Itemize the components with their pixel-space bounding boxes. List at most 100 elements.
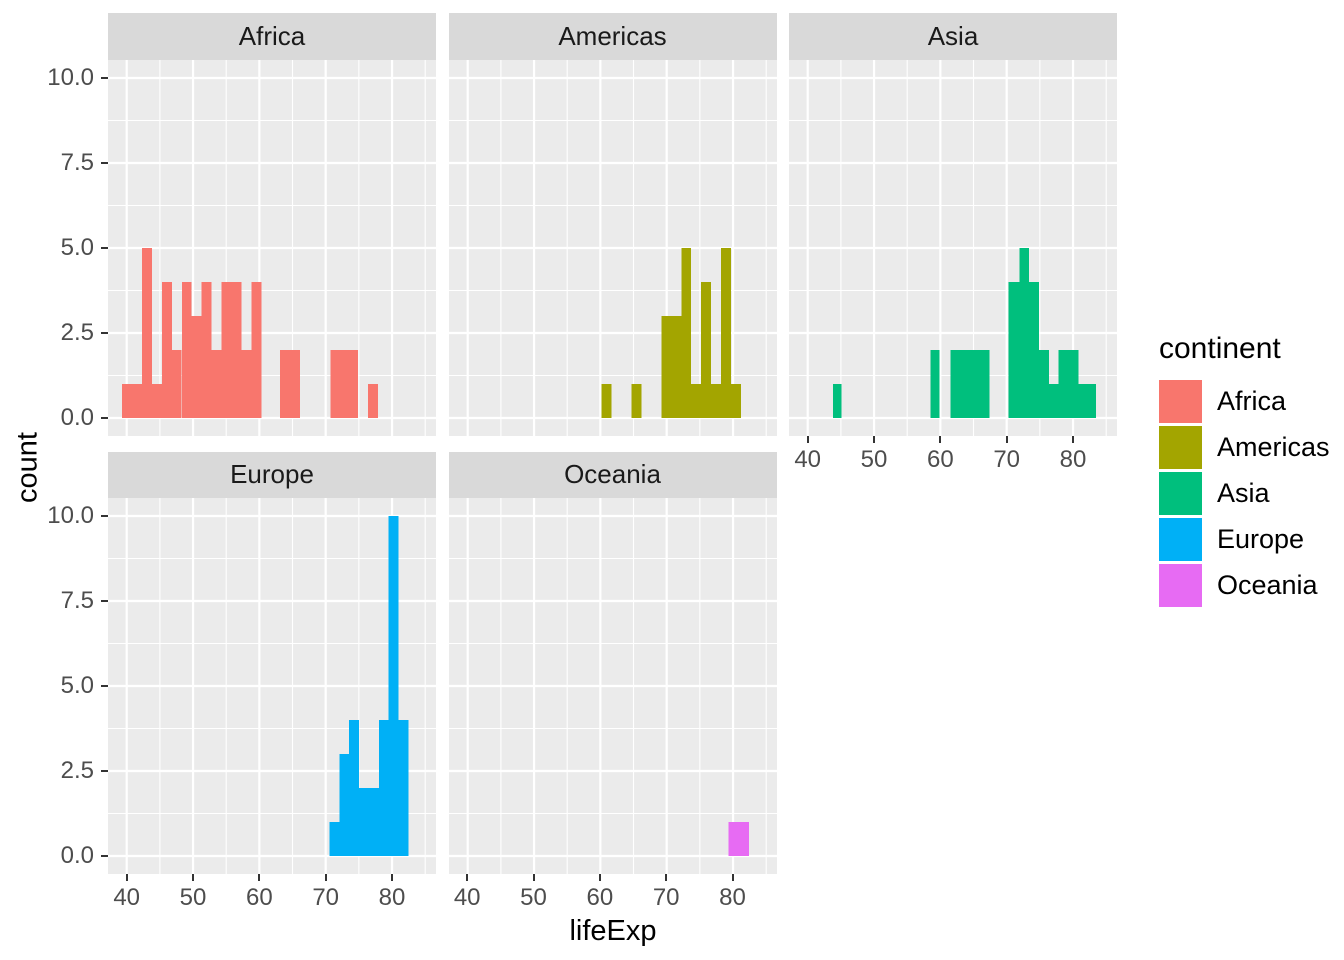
x-tick-label: 60	[927, 445, 954, 473]
bar-americas-8	[730, 383, 741, 418]
x-tick-mark	[532, 874, 535, 881]
bar-africa-6	[191, 315, 202, 418]
bar-asia-1	[930, 349, 940, 418]
bar-africa-2	[151, 383, 162, 418]
y-axis-title: count	[11, 432, 44, 503]
y-tick-label: 5.0	[60, 233, 94, 261]
x-tick-mark	[258, 874, 261, 881]
y-tick-label: 7.5	[60, 148, 94, 176]
facet-strip-europe: Europe	[108, 451, 436, 498]
legend-swatch-europe	[1159, 518, 1202, 561]
bar-africa-3	[161, 281, 172, 418]
y-tick-mark	[101, 76, 108, 79]
bar-europe-5	[388, 516, 399, 856]
bar-americas-7	[720, 247, 731, 418]
facet-panel-americas	[448, 59, 777, 436]
legend-label: Europe	[1217, 524, 1305, 554]
x-tick-label: 70	[652, 884, 680, 911]
facet-title: Americas	[558, 20, 667, 51]
y-tick-label: 0.0	[60, 842, 94, 869]
x-tick-mark	[806, 435, 809, 443]
bar-africa-12	[279, 349, 300, 418]
y-tick-mark	[101, 331, 108, 334]
x-tick-label: 50	[860, 445, 888, 473]
y-tick-mark	[101, 855, 108, 857]
x-tick-label: 40	[453, 884, 481, 911]
bar-asia-4	[1019, 247, 1030, 418]
x-tick-label: 50	[179, 884, 207, 911]
bar-africa-9	[221, 281, 242, 418]
y-tick-label: 2.5	[60, 757, 94, 784]
bar-africa-5	[181, 281, 192, 418]
legend-swatch-africa	[1159, 380, 1202, 423]
bar-americas-0	[601, 383, 612, 418]
legend-swatch-americas	[1159, 426, 1202, 469]
y-tick-label: 2.5	[60, 318, 94, 346]
y-tick-label: 10.0	[47, 63, 94, 91]
x-tick-mark	[192, 874, 194, 881]
bar-asia-7	[1049, 383, 1059, 418]
bar-europe-1	[339, 754, 349, 856]
x-tick-mark	[731, 874, 734, 881]
bar-africa-0	[122, 383, 142, 418]
bar-asia-0	[832, 383, 842, 418]
x-tick-mark	[598, 874, 601, 881]
x-tick-mark	[939, 435, 942, 443]
y-tick-label: 7.5	[60, 587, 94, 614]
bar-americas-2	[660, 315, 681, 418]
legend-entry-americas: Americas	[1159, 426, 1330, 469]
facet-strip-asia: Asia	[789, 13, 1117, 60]
facet-panel-africa	[108, 59, 436, 436]
bar-europe-0	[329, 822, 340, 856]
legend-title: continent	[1159, 332, 1281, 365]
y-tick-label: 5.0	[60, 672, 94, 699]
x-tick-mark	[324, 874, 327, 881]
bar-africa-10	[241, 349, 252, 418]
legend-swatch-asia	[1159, 472, 1202, 515]
bar-asia-2	[950, 349, 990, 418]
bar-europe-3	[358, 788, 379, 856]
facet-strip-africa: Africa	[108, 13, 436, 60]
bar-africa-1	[142, 247, 152, 418]
bar-africa-11	[251, 281, 262, 418]
bar-asia-9	[1078, 383, 1097, 418]
bar-americas-5	[700, 281, 711, 418]
x-tick-mark	[873, 435, 875, 443]
x-tick-mark	[391, 874, 393, 881]
bar-europe-6	[398, 720, 409, 856]
y-tick-mark	[101, 246, 108, 249]
y-tick-mark	[101, 770, 108, 772]
y-tick-label: 10.0	[47, 502, 94, 529]
facet-panel-europe	[108, 498, 436, 874]
x-tick-label: 70	[993, 445, 1021, 473]
legend-entry-asia: Asia	[1159, 472, 1330, 515]
facet-title: Africa	[238, 20, 306, 51]
x-tick-label: 80	[1059, 445, 1087, 473]
bar-oceania-0	[727, 822, 749, 856]
x-tick-label: 60	[586, 884, 614, 911]
y-tick-mark	[101, 161, 108, 164]
y-tick-label: 0.0	[60, 403, 94, 431]
x-tick-label: 80	[378, 884, 406, 911]
x-axis-title: lifeExp	[569, 915, 657, 947]
y-tick-mark	[101, 515, 108, 517]
x-tick-mark	[466, 874, 469, 881]
bar-africa-4	[171, 349, 182, 418]
bar-africa-8	[211, 349, 222, 418]
facet-strip-oceania: Oceania	[448, 451, 777, 498]
bar-americas-1	[631, 383, 641, 418]
y-tick-mark	[101, 416, 108, 419]
legend-label: Oceania	[1217, 570, 1318, 600]
bar-africa-14	[368, 383, 378, 418]
legend-entry-oceania: Oceania	[1159, 564, 1330, 607]
x-tick-label: 80	[719, 884, 746, 911]
legend-label: Asia	[1217, 478, 1270, 508]
bar-asia-6	[1039, 349, 1050, 418]
x-tick-label: 40	[113, 884, 141, 911]
bar-asia-8	[1058, 349, 1079, 418]
legend-swatch-oceania	[1159, 564, 1202, 607]
bar-asia-5	[1029, 281, 1040, 418]
legend-entries: Africa Americas Asia Europe Oceania	[1159, 380, 1330, 607]
x-tick-label: 40	[794, 445, 822, 473]
facet-title: Asia	[927, 20, 979, 51]
